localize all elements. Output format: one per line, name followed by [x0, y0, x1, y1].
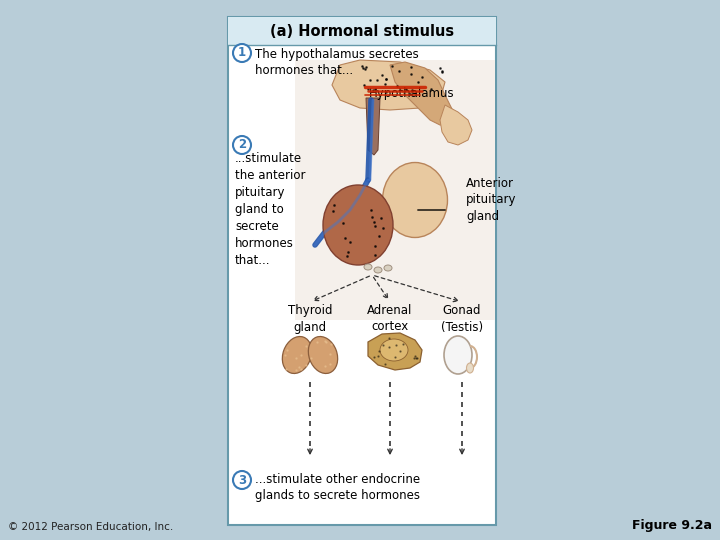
- Text: © 2012 Pearson Education, Inc.: © 2012 Pearson Education, Inc.: [8, 522, 174, 532]
- Ellipse shape: [384, 265, 392, 271]
- Text: Adrenal
cortex: Adrenal cortex: [367, 304, 413, 334]
- Circle shape: [233, 471, 251, 489]
- Text: 2: 2: [238, 138, 246, 152]
- Text: 1: 1: [238, 46, 246, 59]
- Ellipse shape: [323, 185, 393, 265]
- Text: Thyroid
gland: Thyroid gland: [288, 304, 332, 334]
- Text: The hypothalamus secretes
hormones that...: The hypothalamus secretes hormones that.…: [255, 48, 419, 78]
- Text: ...stimulate other endocrine
glands to secrete hormones: ...stimulate other endocrine glands to s…: [255, 473, 420, 503]
- Text: Figure 9.2a: Figure 9.2a: [632, 519, 712, 532]
- Ellipse shape: [364, 264, 372, 270]
- Ellipse shape: [444, 336, 472, 374]
- Ellipse shape: [282, 336, 312, 374]
- Ellipse shape: [382, 163, 448, 238]
- Polygon shape: [332, 60, 445, 110]
- Text: 3: 3: [238, 474, 246, 487]
- Ellipse shape: [467, 363, 474, 373]
- Polygon shape: [368, 333, 422, 370]
- Ellipse shape: [308, 336, 338, 374]
- Text: Anterior
pituitary
gland: Anterior pituitary gland: [466, 177, 516, 223]
- Bar: [295, 60, 495, 320]
- Polygon shape: [366, 98, 380, 155]
- Polygon shape: [440, 105, 472, 145]
- Circle shape: [233, 136, 251, 154]
- Bar: [228, 17, 496, 45]
- Circle shape: [233, 44, 251, 62]
- Ellipse shape: [374, 267, 382, 273]
- Text: ...stimulate
the anterior
pituitary
gland to
secrete
hormones
that...: ...stimulate the anterior pituitary glan…: [235, 152, 305, 267]
- Text: (a) Hormonal stimulus: (a) Hormonal stimulus: [270, 24, 454, 38]
- Text: Hypothalamus: Hypothalamus: [369, 87, 454, 100]
- Bar: [228, 17, 496, 525]
- Text: Gonad
(Testis): Gonad (Testis): [441, 304, 483, 334]
- Polygon shape: [390, 62, 455, 125]
- Ellipse shape: [380, 339, 408, 361]
